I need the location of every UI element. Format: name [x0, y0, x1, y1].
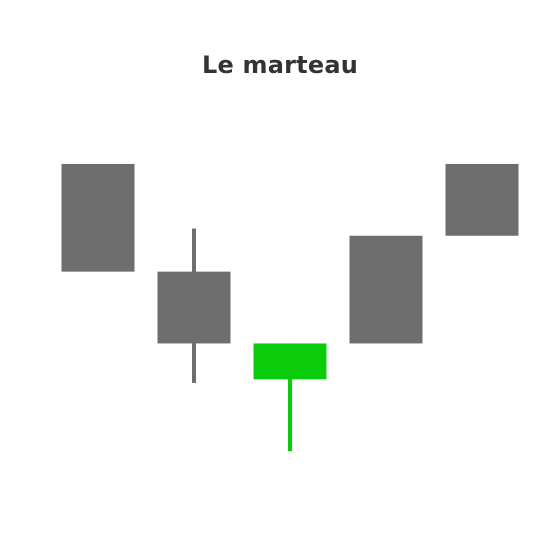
candle-3-body	[253, 343, 327, 380]
candle-3	[253, 343, 327, 452]
candle-5-body	[445, 163, 519, 236]
chart-title: Le marteau	[202, 51, 358, 79]
candle-1-body	[61, 163, 135, 272]
candle-2-body	[157, 271, 231, 344]
candle-4-body	[349, 235, 423, 344]
candle-2	[157, 228, 231, 383]
candle-1	[61, 163, 135, 272]
candle-4	[349, 235, 423, 344]
candle-5	[445, 163, 519, 236]
candle-3-wick	[288, 343, 292, 452]
